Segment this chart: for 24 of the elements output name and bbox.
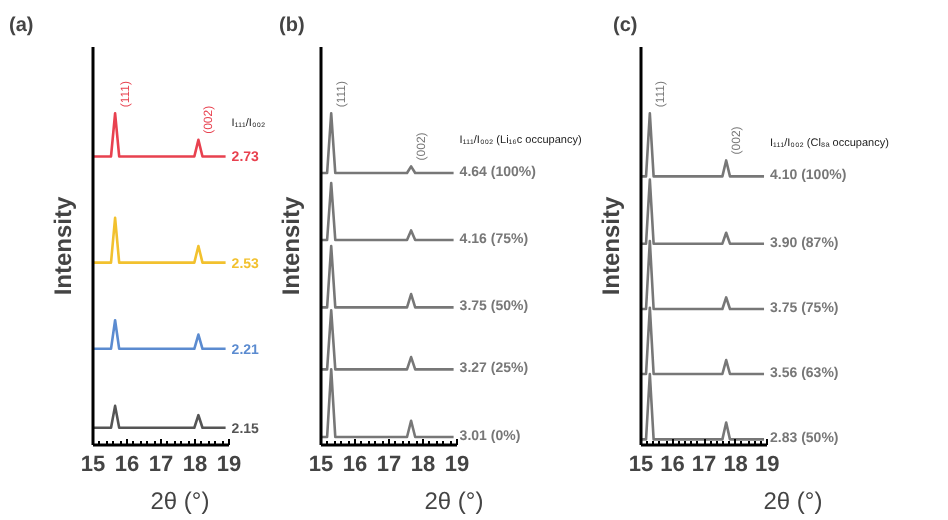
y-axis-title: Intensity — [49, 196, 77, 296]
x-tick-label: 16 — [660, 453, 685, 477]
x-tick-label: 18 — [410, 453, 436, 477]
chart-title: (b) — [279, 15, 305, 37]
x-tick-label: 16 — [342, 453, 368, 477]
y-axis-title: Intensity — [277, 196, 305, 296]
x-axis-title: 2θ (°) — [150, 487, 210, 515]
chart-title: (c) — [613, 15, 638, 37]
x-tick-label: 18 — [182, 453, 208, 477]
x-tick-label: 19 — [216, 453, 242, 477]
chart-title: (a) — [9, 15, 34, 37]
x-tick-label: 18 — [723, 453, 748, 477]
x-tick-label: 19 — [444, 453, 470, 477]
x-axis-title: 2θ (°) — [763, 487, 823, 515]
x-tick-label: 15 — [80, 453, 106, 477]
x-tick-label: 17 — [148, 453, 174, 477]
x-tick-label: 16 — [114, 453, 140, 477]
y-axis-title: Intensity — [597, 196, 625, 296]
x-axis-title: 2θ (°) — [424, 487, 484, 515]
x-tick-label: 15 — [308, 453, 334, 477]
x-tick-label: 15 — [628, 453, 654, 477]
x-tick-label: 17 — [376, 453, 402, 477]
x-tick-label: 17 — [691, 453, 717, 477]
x-tick-label: 19 — [754, 453, 780, 477]
